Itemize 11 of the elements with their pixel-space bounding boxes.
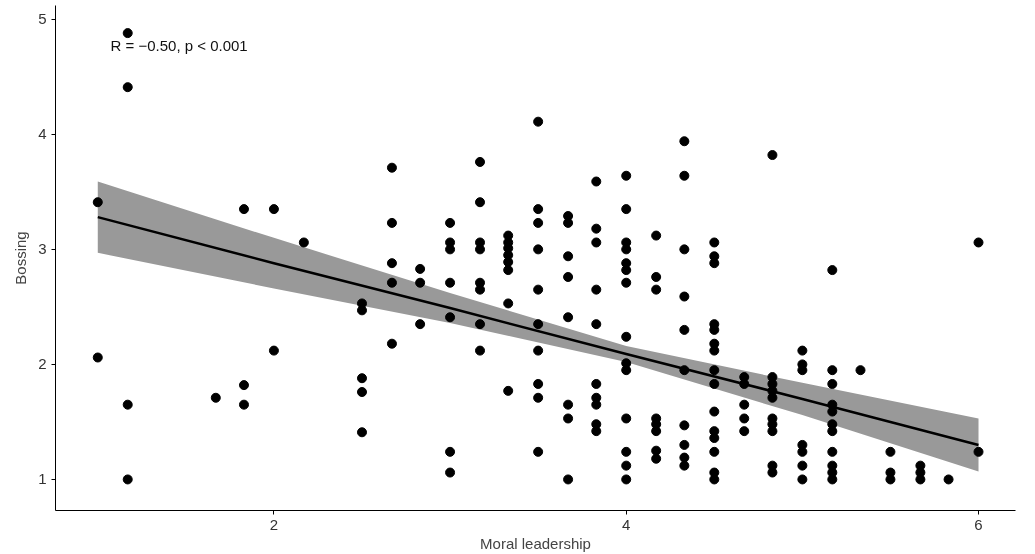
- y-tick-label: 1: [38, 470, 47, 488]
- x-tick-label: 2: [269, 515, 279, 533]
- x-tick-label: 6: [974, 515, 983, 533]
- x-tick-label: 4: [622, 515, 631, 533]
- y-axis-title: Bossing: [12, 231, 30, 285]
- x-axis-title: Moral leadership: [480, 534, 591, 552]
- y-tick-label: 2: [38, 355, 47, 373]
- y-tick-label: 4: [38, 125, 47, 143]
- annotation: R = −0.50, p < 0.001: [110, 36, 248, 54]
- y-tick-label: 3: [38, 240, 47, 258]
- y-tick-label: 5: [38, 10, 47, 28]
